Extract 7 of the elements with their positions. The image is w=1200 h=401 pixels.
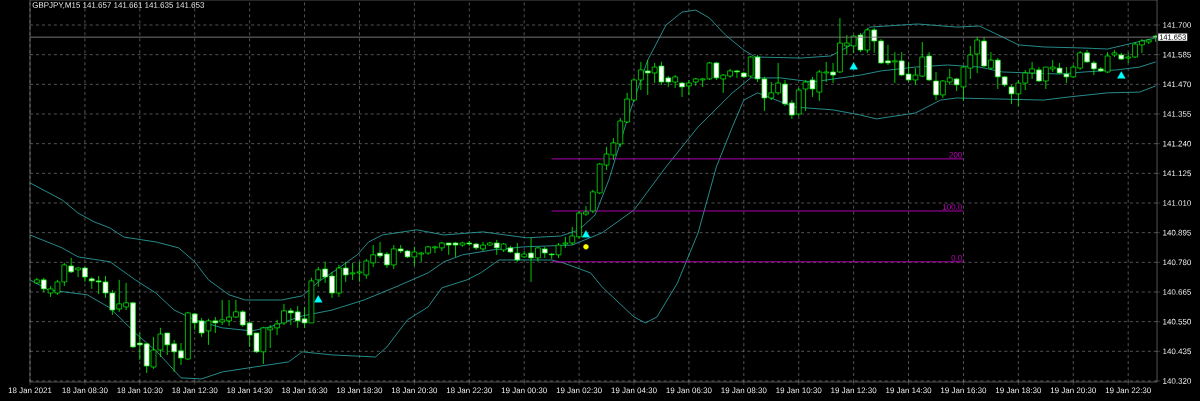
point bbox=[581, 230, 591, 238]
point bbox=[583, 244, 589, 250]
point bbox=[314, 295, 323, 303]
line-series bbox=[30, 9, 1157, 301]
line-series bbox=[30, 85, 1157, 380]
point bbox=[1117, 71, 1126, 79]
point bbox=[849, 62, 858, 70]
